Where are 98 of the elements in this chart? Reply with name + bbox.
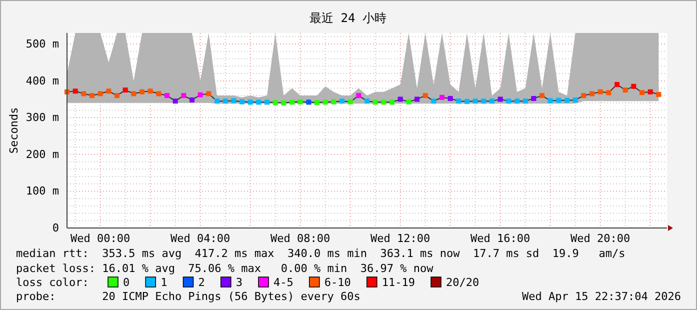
- point: [190, 97, 194, 102]
- point: [231, 98, 236, 104]
- point: [448, 96, 453, 101]
- point: [440, 94, 444, 100]
- point: [590, 91, 594, 96]
- legend-label: 20/20: [446, 276, 480, 289]
- point: [272, 100, 278, 106]
- point: [398, 96, 403, 102]
- point: [640, 90, 644, 96]
- point: [331, 99, 336, 104]
- point: [506, 98, 512, 104]
- point: [390, 100, 394, 105]
- legend-label: 6-10: [324, 276, 351, 289]
- legend-title: loss color:: [16, 276, 89, 289]
- point: [81, 91, 86, 96]
- point: [281, 100, 286, 106]
- legend-label: 4-5: [274, 276, 294, 289]
- point: [631, 84, 636, 89]
- point: [181, 93, 186, 98]
- y-tick-label: 500 m: [26, 38, 60, 51]
- point: [240, 99, 244, 104]
- text: median rtt: 353.5 ms avg 417.2 ms max 340.0 ms min 363.1 ms now 17.7 ms sd 19.9 am/s: [16, 247, 626, 260]
- point: [222, 98, 228, 104]
- x-tick-label: Wed 08:00: [270, 232, 330, 245]
- x-tick-label: Wed 00:00: [70, 232, 130, 245]
- point: [98, 91, 103, 96]
- legend-label: 2: [198, 276, 205, 289]
- point: [572, 97, 578, 102]
- point: [206, 91, 212, 96]
- x-tick-label: Wed 12:00: [370, 232, 430, 245]
- point: [340, 98, 344, 104]
- point: [548, 98, 553, 104]
- x-tick-label: Wed 20:00: [570, 232, 630, 245]
- point: [122, 88, 128, 93]
- point: [348, 99, 353, 104]
- point: [472, 98, 478, 104]
- y-tick-label: 100 m: [26, 184, 60, 198]
- point: [598, 89, 603, 94]
- point: [414, 96, 420, 102]
- legend-label: 0: [123, 276, 130, 289]
- point: [306, 100, 312, 105]
- point: [656, 92, 662, 97]
- point: [364, 98, 370, 104]
- point: [481, 98, 486, 104]
- point: [540, 93, 544, 98]
- point: [356, 93, 362, 98]
- point: [322, 100, 328, 105]
- point: [498, 96, 503, 102]
- point: [114, 93, 120, 98]
- y-axis-title: Seconds: [8, 107, 20, 154]
- text: Wed Apr 15 22:37:04 2026: [522, 290, 681, 303]
- point: [522, 98, 528, 104]
- point: [140, 89, 144, 94]
- point: [314, 100, 320, 106]
- legend-label: 11-19: [382, 276, 415, 289]
- point: [214, 98, 220, 104]
- point: [72, 88, 78, 94]
- point: [606, 90, 612, 96]
- point: [298, 99, 303, 104]
- point: [198, 92, 203, 98]
- point: [648, 89, 653, 94]
- point: [248, 100, 253, 105]
- point: [381, 100, 386, 105]
- x-tick-label: Wed 04:00: [170, 232, 230, 245]
- point: [172, 98, 178, 104]
- point: [372, 100, 378, 105]
- point: [264, 100, 270, 105]
- legend-label: 3: [236, 276, 242, 289]
- y-tick-label: 300 m: [26, 111, 60, 124]
- text: packet loss: 16.01 % avg 75.06 % max 0.00 % min 36.97 % now: [16, 262, 434, 275]
- point: [164, 93, 170, 98]
- legend-label: 1: [160, 276, 168, 289]
- point: [622, 88, 628, 93]
- point: [531, 96, 536, 101]
- point: [556, 98, 562, 103]
- point: [406, 99, 412, 104]
- point: [564, 98, 570, 103]
- point: [581, 93, 586, 98]
- text: probe: 20 ICMP Echo Pings (56 Bytes) every 60s: [16, 290, 360, 303]
- y-tick-label: 200 m: [26, 148, 60, 161]
- point: [256, 100, 262, 105]
- point: [514, 98, 520, 104]
- point: [290, 100, 294, 105]
- y-tick-label: 0: [52, 222, 59, 234]
- chart-title: 最近 24 小時: [310, 11, 386, 25]
- point: [490, 98, 494, 104]
- point: [431, 98, 436, 104]
- point: [464, 98, 470, 104]
- y-tick-label: 400 m: [26, 74, 60, 88]
- point: [148, 88, 153, 94]
- point: [422, 93, 428, 98]
- point: [614, 82, 620, 88]
- point: [156, 91, 162, 96]
- point: [90, 93, 94, 98]
- point: [456, 98, 462, 104]
- x-tick-label: Wed 16:00: [470, 232, 530, 245]
- point: [131, 91, 136, 96]
- point: [106, 88, 112, 94]
